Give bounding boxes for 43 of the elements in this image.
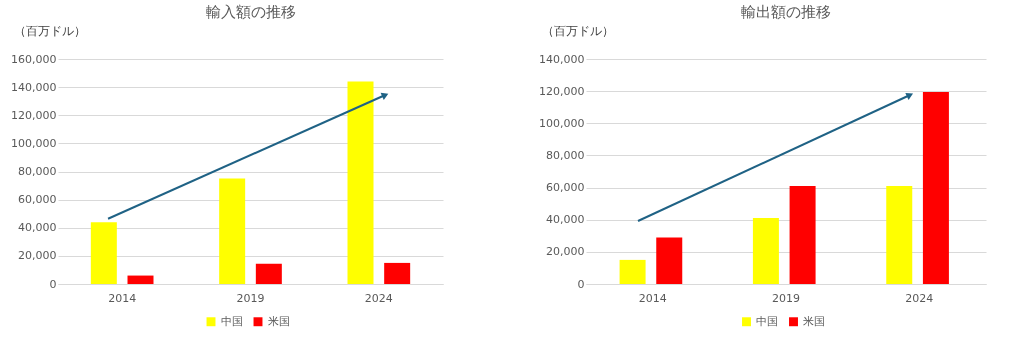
y-tick-label: 0 <box>49 277 57 291</box>
bar <box>886 185 913 284</box>
bar <box>127 275 154 284</box>
legend-label: 米国 <box>803 314 825 328</box>
bar <box>619 259 646 284</box>
x-tick-label: 2019 <box>236 291 265 305</box>
y-tick-label: 100,000 <box>539 116 585 130</box>
y-axis-title: （百万ドル） <box>541 23 614 38</box>
y-tick-label: 40,000 <box>18 221 57 235</box>
legend-label: 米国 <box>267 314 290 328</box>
y-tick-label: 20,000 <box>18 249 57 263</box>
bar <box>219 178 246 284</box>
x-tick-label: 2014 <box>108 291 137 305</box>
y-tick-label: 80,000 <box>18 165 57 178</box>
y-tick-label: 0 <box>577 277 585 291</box>
x-tick-label: 2024 <box>364 291 393 305</box>
bar <box>656 237 683 284</box>
bar <box>347 81 374 284</box>
bar <box>789 185 816 284</box>
y-axis-title: （百万ドル） <box>13 23 86 38</box>
y-tick-label: 140,000 <box>539 52 585 66</box>
x-tick-label: 2024 <box>905 291 934 305</box>
chart-title: 輸入額の推移 <box>205 3 296 21</box>
y-tick-label: 40,000 <box>546 213 585 227</box>
y-tick-label: 140,000 <box>11 80 57 94</box>
y-tick-label: 120,000 <box>11 108 57 122</box>
y-tick-label: 60,000 <box>18 193 57 207</box>
bar <box>752 218 779 284</box>
legend-label: 中国 <box>756 314 778 328</box>
bar <box>90 222 117 284</box>
y-tick-label: 80,000 <box>546 148 585 162</box>
x-tick-label: 2019 <box>772 291 800 305</box>
x-tick-label: 2014 <box>638 291 667 305</box>
bar <box>922 91 949 284</box>
y-tick-label: 120,000 <box>539 84 585 98</box>
bar <box>384 262 411 284</box>
y-tick-label: 160,000 <box>11 52 57 66</box>
legend-label: 中国 <box>220 314 243 328</box>
chart-title: 輸出額の推移 <box>741 3 831 21</box>
bar <box>255 263 282 284</box>
y-tick-label: 100,000 <box>11 136 57 150</box>
y-tick-label: 20,000 <box>546 245 585 259</box>
y-tick-label: 60,000 <box>546 181 585 195</box>
